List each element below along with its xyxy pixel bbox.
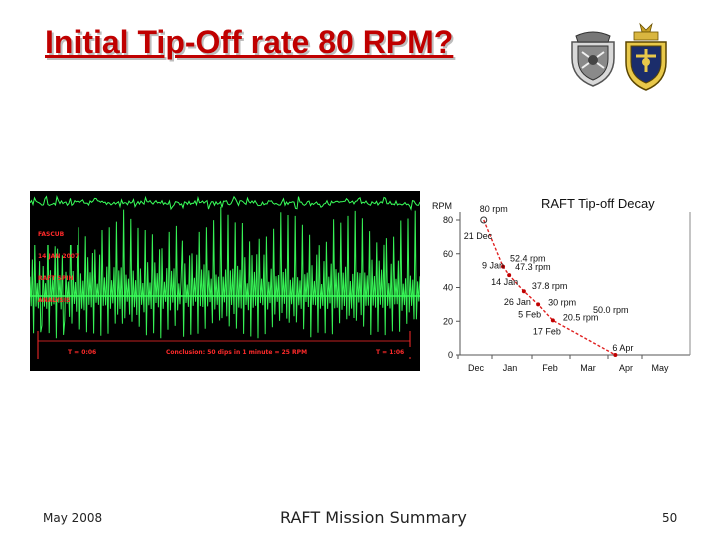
data-point: [521, 289, 526, 294]
osc-conclusion: Conclusion: 50 dips in 1 minute = 25 RPM: [166, 349, 308, 356]
oscilloscope-trace-image: FASCUB 14 JAN 2007 RAFT SPIN ANALYSIS T …: [30, 191, 420, 371]
osc-header-line: ANALYSIS: [38, 297, 71, 305]
chart-annotation: 50.0 rpm: [593, 305, 629, 315]
osc-time-start-bg: [66, 347, 106, 357]
data-point: [507, 273, 512, 278]
osc-header-line: FASCUB: [38, 230, 65, 238]
data-point: [613, 353, 618, 357]
y-axis-label: RPM: [432, 201, 452, 211]
page-number: 50: [662, 511, 678, 525]
y-tick-label: 40: [443, 283, 453, 293]
x-tick-label: Dec: [468, 363, 485, 373]
y-tick-label: 0: [448, 350, 453, 360]
data-point-hollow: [480, 216, 488, 224]
y-tick-label: 80: [443, 215, 453, 225]
osc-time-end: T = 1:06: [376, 349, 405, 356]
point-rpm-label: 52.4 rpm: [510, 254, 546, 264]
tipoff-decay-chart: RAFT Tip-off Decay RPM 80 60 40 20 0 Dec Jan Feb M…: [432, 196, 691, 373]
osc-time-end-bg: [374, 347, 414, 357]
x-tick-label: Feb: [542, 363, 558, 373]
footer-title: RAFT Mission Summary: [280, 508, 467, 527]
point-date-label: 5 Feb: [518, 309, 541, 319]
point-rpm-label: 47.3 rpm: [515, 262, 551, 272]
osc-conclusion-bg: [164, 347, 334, 357]
x-tick-label: Jan: [503, 363, 518, 373]
point-rpm-label: 20.5 rpm: [563, 312, 599, 322]
point-date-label: 26 Jan: [504, 297, 531, 307]
x-tick-label: Mar: [580, 363, 596, 373]
slide-title: Initial Tip-Off rate 80 RPM?: [45, 24, 454, 60]
point-date-label: 17 Feb: [533, 326, 561, 336]
naval-academy-seal: [620, 22, 672, 92]
data-point: [501, 264, 506, 269]
osc-time-start: T = 0:06: [68, 349, 97, 356]
point-date-label: 9 Jan: [482, 261, 504, 271]
x-tick-label: Apr: [619, 363, 633, 373]
chart-title: RAFT Tip-off Decay: [541, 196, 655, 211]
point-date-label: 14 Jan: [491, 277, 518, 287]
y-tick-label: 60: [443, 249, 453, 259]
point-rpm-label: 37.8 rpm: [532, 281, 568, 291]
oscilloscope-top-band: [30, 194, 420, 211]
oscilloscope-header: FASCUB 14 JAN 2007 RAFT SPIN ANALYSIS: [38, 216, 79, 320]
x-tick-label: May: [651, 363, 669, 373]
data-point: [536, 302, 541, 307]
osc-header-line: RAFT SPIN: [38, 275, 74, 283]
crest-logo-gray: [568, 28, 618, 90]
point-rpm-label: 80 rpm: [480, 204, 508, 214]
data-point: [550, 318, 555, 323]
point-rpm-label: 30 rpm: [548, 297, 576, 307]
y-tick-label: 20: [443, 316, 453, 326]
point-date-label: 21 Dec: [464, 231, 493, 241]
oscilloscope-signal: [30, 206, 420, 339]
point-date-label: 6 Apr: [612, 343, 633, 353]
osc-header-bg: [34, 213, 78, 245]
footer-date: May 2008: [43, 511, 103, 525]
osc-header-line: 14 JAN 2007: [38, 253, 80, 261]
